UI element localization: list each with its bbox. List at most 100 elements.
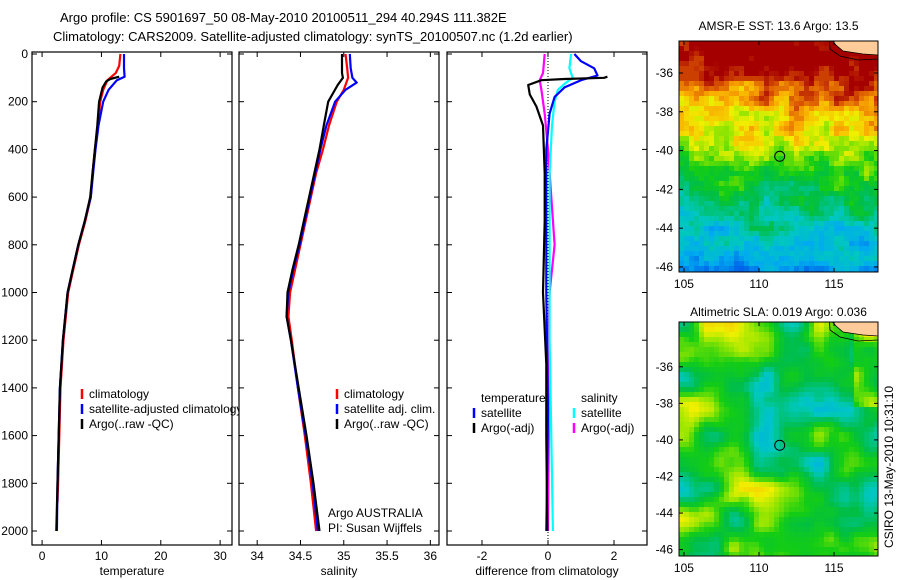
map-cell (799, 392, 804, 397)
map-cell (749, 402, 754, 407)
map-cell (784, 392, 789, 397)
map-cell (764, 342, 769, 347)
map-cell (769, 176, 774, 181)
map-cell (714, 517, 719, 522)
y-tick-label: -38 (656, 396, 674, 410)
map-cell (779, 492, 784, 497)
map-cell (749, 71, 754, 76)
map-cell (794, 56, 799, 61)
map-cell (819, 512, 824, 517)
map-cell (714, 211, 719, 216)
map-cell (819, 517, 824, 522)
map-cell (699, 417, 704, 422)
map-cell (784, 121, 789, 126)
map-cell (819, 241, 824, 246)
map-cell (679, 512, 684, 517)
map-cell (789, 136, 794, 141)
map-cell (739, 81, 744, 86)
map-cell (799, 101, 804, 106)
map-cell (684, 377, 689, 382)
map-cell (784, 517, 789, 522)
map-cell (814, 201, 819, 206)
map-cell (764, 241, 769, 246)
map-cell (754, 66, 759, 71)
map-cell (849, 101, 854, 106)
map-cell (744, 196, 749, 201)
map-cell (759, 322, 764, 327)
map-cell (844, 201, 849, 206)
map-cell (769, 367, 774, 372)
map-cell (729, 61, 734, 66)
map-cell (729, 397, 734, 402)
map-cell (844, 251, 849, 256)
map-cell (734, 201, 739, 206)
map-cell (854, 111, 859, 116)
map-cell (754, 116, 759, 121)
map-cell (739, 76, 744, 81)
map-cell (804, 522, 809, 527)
map-cell (789, 342, 794, 347)
map-cell (729, 442, 734, 447)
map-cell (744, 427, 749, 432)
map-cell (834, 66, 839, 71)
map-cell (719, 61, 724, 66)
map-cell (849, 527, 854, 532)
map-cell (809, 266, 814, 271)
map-cell (734, 362, 739, 367)
map-cell (859, 457, 864, 462)
map-cell (694, 487, 699, 492)
map-cell (679, 442, 684, 447)
map-cell (874, 206, 878, 211)
map-cell (774, 342, 779, 347)
map-cell (814, 322, 819, 327)
map-cell (854, 512, 859, 517)
map-cell (874, 181, 878, 186)
map-cell (679, 552, 684, 556)
map-cell (724, 552, 729, 556)
map-cell (759, 86, 764, 91)
map-cell (854, 186, 859, 191)
map-cell (749, 397, 754, 402)
map-cell (749, 161, 754, 166)
map-cell (819, 482, 824, 487)
map-cell (829, 497, 834, 502)
map-cell (699, 512, 704, 517)
map-cell (689, 141, 694, 146)
map-cell (769, 537, 774, 542)
map-cell (774, 352, 779, 357)
map-cell (839, 86, 844, 91)
map-cell (694, 377, 699, 382)
map-cell (874, 552, 878, 556)
map-cell (709, 362, 714, 367)
map-cell (679, 537, 684, 542)
map-cell (864, 196, 869, 201)
map-cell (799, 402, 804, 407)
map-cell (734, 322, 739, 327)
map-cell (764, 467, 769, 472)
map-cell (684, 362, 689, 367)
map-cell (719, 327, 724, 332)
map-cell (699, 116, 704, 121)
map-cell (749, 487, 754, 492)
map-cell (784, 537, 789, 542)
map-cell (769, 61, 774, 66)
map-cell (784, 547, 789, 552)
map-cell (779, 347, 784, 352)
map-cell (714, 402, 719, 407)
map-cell (784, 502, 789, 507)
map-cell (854, 76, 859, 81)
map-cell (824, 332, 829, 337)
map-cell (704, 487, 709, 492)
map-cell (824, 206, 829, 211)
map-cell (849, 492, 854, 497)
map-cell (749, 171, 754, 176)
map-cell (809, 171, 814, 176)
map-cell (679, 116, 684, 121)
map-cell (724, 407, 729, 412)
map-cell (704, 517, 709, 522)
y-tick-label: 1800 (1, 476, 28, 490)
map-cell (794, 347, 799, 352)
map-cell (869, 166, 874, 171)
map-cell (819, 171, 824, 176)
map-cell (714, 186, 719, 191)
